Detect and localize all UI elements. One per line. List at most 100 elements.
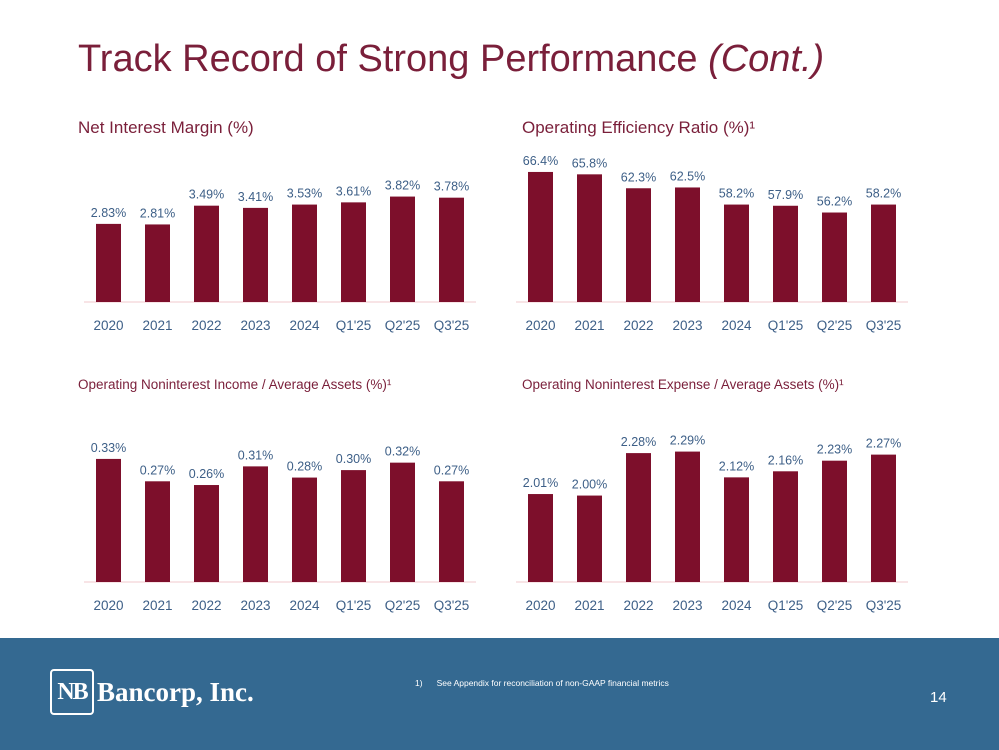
x-tick-label: Q2'25 — [385, 318, 421, 333]
bar-Q2'25 — [390, 462, 415, 582]
footnote-text: See Appendix for reconciliation of non-G… — [436, 678, 669, 688]
data-label: 0.31% — [238, 448, 273, 462]
bar-Q1'25 — [341, 470, 366, 582]
logo-name: Bancorp, Inc. — [97, 676, 254, 707]
bar-2020 — [96, 458, 121, 582]
bar-2024 — [724, 204, 749, 302]
footer-bar: NB Bancorp, Inc. 1) See Appendix for reco… — [0, 638, 999, 750]
x-tick-label: 2020 — [525, 318, 555, 333]
x-tick-label: Q3'25 — [866, 598, 902, 613]
x-tick-label: 2024 — [721, 318, 752, 333]
efficiency-chart-title: Operating Efficiency Ratio (%)¹ — [522, 118, 756, 137]
data-label: 2.00% — [572, 478, 607, 492]
x-tick-label: 2023 — [672, 318, 702, 333]
data-label: 0.33% — [91, 441, 126, 455]
x-tick-label: Q1'25 — [768, 318, 804, 333]
x-tick-label: 2024 — [721, 598, 752, 613]
x-tick-label: 2022 — [191, 598, 221, 613]
x-tick-label: 2020 — [525, 598, 555, 613]
x-tick-label: 2024 — [289, 598, 320, 613]
x-tick-label: 2022 — [623, 598, 653, 613]
bar-Q3'25 — [439, 197, 464, 302]
x-tick-label: Q2'25 — [817, 598, 853, 613]
bar-2021 — [145, 224, 170, 302]
efficiency-bar-chart: 66.4% 2020 65.8% 2021 62.3% 2022 62.5% 2023 58.2… — [516, 154, 908, 333]
bar-Q3'25 — [439, 481, 464, 582]
data-label: 0.28% — [287, 460, 322, 474]
x-tick-label: 2021 — [142, 318, 172, 333]
bar-Q2'25 — [822, 212, 847, 302]
nonint-income-chart-title: Operating Noninterest Income / Average A… — [78, 377, 392, 392]
data-label: 2.27% — [866, 437, 901, 451]
data-label: 57.9% — [768, 188, 803, 202]
bar-2023 — [243, 207, 268, 302]
data-label: 0.32% — [385, 445, 420, 459]
footnote: 1) See Appendix for reconciliation of non… — [415, 678, 669, 688]
slide-title-suffix: (Cont.) — [708, 38, 825, 80]
x-tick-label: 2023 — [672, 598, 702, 613]
x-tick-label: Q1'25 — [336, 598, 372, 613]
data-label: 56.2% — [817, 195, 852, 209]
x-tick-label: 2022 — [623, 318, 653, 333]
nim-bar-chart: 2.83% 2020 2.81% 2021 3.49% 2022 3.41% 2023 3.53… — [84, 179, 476, 333]
slide-title: Track Record of Strong Performance (Cont… — [78, 38, 824, 81]
bar-2022 — [626, 453, 651, 582]
bar-2023 — [675, 187, 700, 302]
data-label: 2.01% — [523, 476, 558, 490]
x-tick-label: 2020 — [93, 598, 123, 613]
data-label: 66.4% — [523, 154, 558, 168]
x-tick-label: 2024 — [289, 318, 320, 333]
x-tick-label: 2020 — [93, 318, 123, 333]
bar-2020 — [528, 494, 553, 582]
data-label: 65.8% — [572, 156, 607, 170]
data-label: 2.29% — [670, 434, 705, 448]
data-label: 2.28% — [621, 435, 656, 449]
x-tick-label: Q1'25 — [336, 318, 372, 333]
x-tick-label: Q3'25 — [434, 318, 470, 333]
bar-2024 — [292, 477, 317, 582]
bar-Q2'25 — [822, 460, 847, 582]
bar-2020 — [96, 223, 121, 302]
data-label: 3.78% — [434, 180, 469, 194]
bar-2023 — [243, 466, 268, 582]
bar-2021 — [145, 481, 170, 582]
x-tick-label: 2022 — [191, 318, 221, 333]
x-tick-label: Q2'25 — [817, 318, 853, 333]
bar-Q3'25 — [871, 454, 896, 582]
x-tick-label: Q2'25 — [385, 598, 421, 613]
x-tick-label: 2021 — [574, 318, 604, 333]
bar-2020 — [528, 171, 553, 302]
nim-chart-title: Net Interest Margin (%) — [78, 118, 254, 137]
bar-Q1'25 — [773, 205, 798, 302]
data-label: 2.23% — [817, 443, 852, 457]
data-label: 3.82% — [385, 179, 420, 193]
bar-Q2'25 — [390, 196, 415, 302]
bar-2021 — [577, 174, 602, 302]
bar-2022 — [194, 485, 219, 582]
data-label: 0.26% — [189, 467, 224, 481]
nonint-expense-bar-chart: 2.01% 2020 2.00% 2021 2.28% 2022 2.29% 2023 2.12… — [516, 434, 908, 613]
data-label: 3.49% — [189, 188, 224, 202]
data-label: 3.41% — [238, 190, 273, 204]
logo-monogram: NB — [50, 669, 94, 715]
nonint-income-bar-chart: 0.33% 2020 0.27% 2021 0.26% 2022 0.31% 2023 0.28… — [84, 441, 476, 613]
data-label: 58.2% — [719, 187, 754, 201]
x-tick-label: Q1'25 — [768, 598, 804, 613]
data-label: 62.5% — [670, 169, 705, 183]
data-label: 58.2% — [866, 187, 901, 201]
data-label: 62.3% — [621, 170, 656, 184]
data-label: 2.12% — [719, 459, 754, 473]
bar-2021 — [577, 495, 602, 582]
bar-2024 — [724, 477, 749, 582]
footnote-number: 1) — [415, 678, 423, 688]
bar-2023 — [675, 451, 700, 582]
x-tick-label: Q3'25 — [434, 598, 470, 613]
bar-2022 — [626, 188, 651, 302]
x-tick-label: 2021 — [574, 598, 604, 613]
bar-2024 — [292, 204, 317, 302]
bar-Q1'25 — [341, 202, 366, 302]
x-tick-label: Q3'25 — [866, 318, 902, 333]
data-label: 3.53% — [287, 187, 322, 201]
data-label: 0.30% — [336, 452, 371, 466]
data-label: 2.81% — [140, 206, 175, 220]
